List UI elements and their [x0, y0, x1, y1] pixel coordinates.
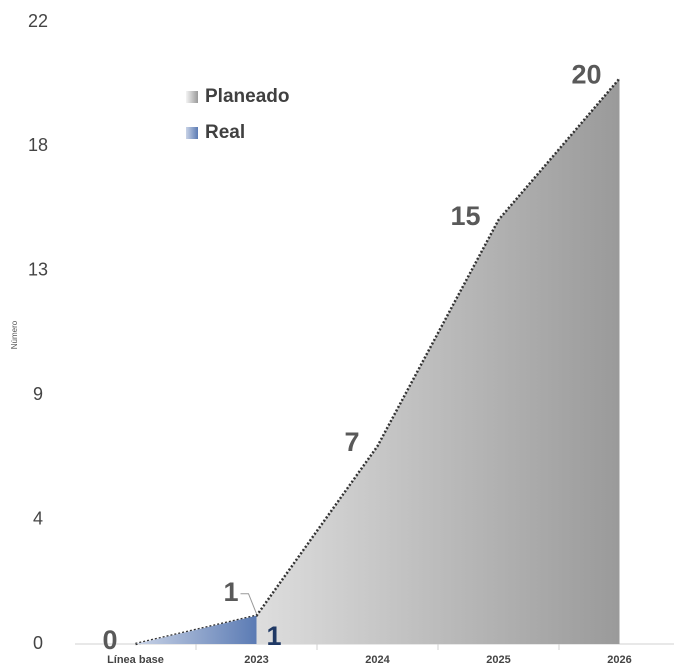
data-label: 0 — [102, 625, 117, 655]
legend-label: Real — [205, 122, 245, 143]
y-axis-title: Número — [10, 320, 19, 349]
data-label: 20 — [571, 60, 601, 90]
data-label: 15 — [450, 201, 480, 231]
area-outline — [135, 77, 621, 646]
x-tick-label: 2023 — [244, 654, 268, 666]
y-tick-label: 4 — [33, 508, 43, 528]
y-tick-label: 13 — [28, 260, 48, 280]
data-label: 1 — [267, 621, 282, 651]
y-tick-label: 0 — [33, 633, 43, 653]
leader-line — [240, 593, 257, 614]
x-tick-label: Línea base — [107, 654, 164, 666]
data-label: 1 — [223, 577, 238, 607]
area — [135, 615, 257, 644]
legend-swatch — [186, 91, 198, 103]
y-tick-label: 18 — [28, 135, 48, 155]
x-tick-label: 2026 — [607, 654, 631, 666]
data-label: 7 — [344, 427, 359, 457]
y-tick-label: 22 — [28, 11, 48, 31]
legend-label: Planeado — [205, 86, 289, 107]
x-tick-label: 2024 — [365, 654, 390, 666]
x-tick-label: 2025 — [486, 654, 510, 666]
area — [135, 78, 620, 644]
legend-swatch — [186, 127, 198, 139]
y-tick-label: 9 — [33, 384, 43, 404]
